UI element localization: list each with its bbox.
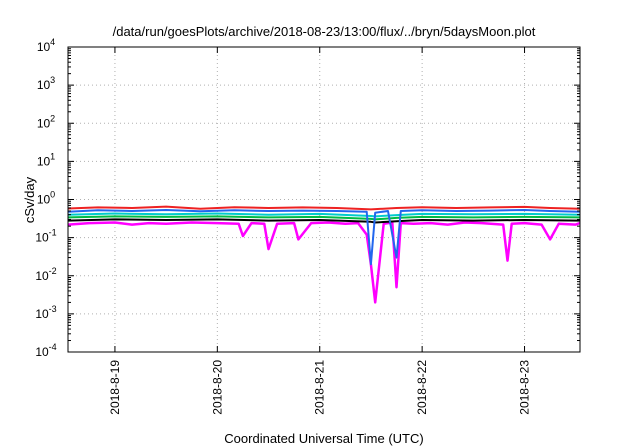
series-line-1 bbox=[68, 218, 580, 224]
x-tick-label: 2018-8-21 bbox=[313, 360, 327, 415]
y-tick-exponent: 2 bbox=[50, 113, 55, 123]
y-tick-label: 103 bbox=[37, 75, 55, 92]
x-tick-label: 2018-8-23 bbox=[518, 360, 532, 415]
x-tick-label: 2018-8-20 bbox=[210, 360, 224, 415]
y-tick-exponent: -1 bbox=[49, 228, 57, 238]
y-tick-label: 10-4 bbox=[35, 342, 56, 359]
y-tick-exponent: 0 bbox=[50, 190, 55, 200]
y-axis-label: cSv/day bbox=[22, 176, 37, 223]
series-line-2 bbox=[68, 215, 580, 221]
x-axis-label: Coordinated Universal Time (UTC) bbox=[224, 431, 423, 446]
series-line-3 bbox=[68, 212, 580, 218]
y-tick-label: 10-3 bbox=[35, 304, 56, 321]
y-tick-label: 100 bbox=[37, 190, 55, 207]
y-tick-exponent: -4 bbox=[49, 342, 57, 352]
y-tick-exponent: -3 bbox=[49, 304, 57, 314]
x-tick-label: 2018-8-19 bbox=[108, 360, 122, 415]
y-tick-exponent: 4 bbox=[50, 37, 55, 47]
x-axis: 2018-8-19 2018-8-20 2018-8-21 2018-8-22 2018… bbox=[108, 47, 532, 415]
series-line-0 bbox=[68, 221, 580, 304]
y-tick-base: 10 bbox=[35, 231, 49, 245]
grid bbox=[68, 47, 580, 352]
y-tick-label: 10-2 bbox=[35, 266, 56, 283]
y-tick-label: 104 bbox=[37, 37, 55, 54]
y-tick-label: 101 bbox=[37, 151, 55, 168]
series-group bbox=[68, 205, 580, 304]
y-tick-base: 10 bbox=[37, 40, 51, 54]
y-tick-exponent: -2 bbox=[49, 266, 57, 276]
chart-title: /data/run/goesPlots/archive/2018-08-23/1… bbox=[113, 24, 536, 39]
series-line-5 bbox=[68, 205, 580, 211]
y-tick-base: 10 bbox=[37, 193, 51, 207]
y-tick-label: 102 bbox=[37, 113, 55, 130]
x-tick-label: 2018-8-22 bbox=[415, 360, 429, 415]
y-tick-base: 10 bbox=[35, 345, 49, 359]
y-tick-base: 10 bbox=[35, 307, 49, 321]
y-tick-exponent: 3 bbox=[50, 75, 55, 85]
y-tick-base: 10 bbox=[37, 154, 51, 168]
series-line-4 bbox=[68, 209, 580, 266]
y-tick-exponent: 1 bbox=[50, 151, 55, 161]
y-tick-label: 10-1 bbox=[35, 228, 56, 245]
y-tick-base: 10 bbox=[35, 269, 49, 283]
y-tick-base: 10 bbox=[37, 116, 51, 130]
y-tick-base: 10 bbox=[37, 78, 51, 92]
